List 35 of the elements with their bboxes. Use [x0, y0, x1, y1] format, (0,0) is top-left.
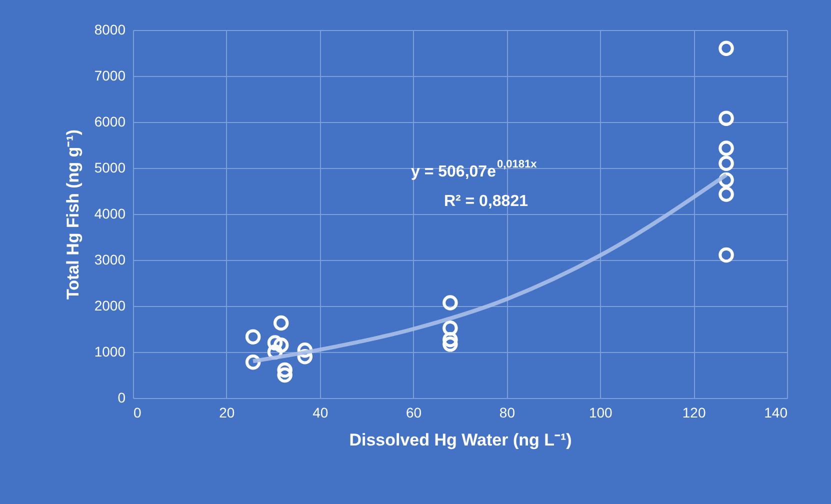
- x-tick-label: 140: [764, 404, 788, 420]
- point: [442, 295, 458, 310]
- x-tick-label: 100: [588, 404, 613, 420]
- y-tick-label: 0: [118, 390, 126, 406]
- point: [273, 315, 289, 331]
- x-tick-label: 80: [499, 404, 516, 420]
- y-tick-label: 2000: [94, 298, 126, 314]
- point: [718, 140, 734, 156]
- x-axis-title: Dissolved Hg Water (ng L⁻¹): [349, 430, 572, 450]
- y-tick-label: 3000: [94, 252, 126, 268]
- point: [442, 320, 458, 336]
- point: [718, 156, 734, 172]
- y-tick-label: 1000: [94, 344, 126, 360]
- point: [245, 354, 261, 370]
- point: [273, 337, 289, 353]
- point: [277, 367, 292, 383]
- point: [718, 247, 734, 263]
- point: [718, 40, 734, 56]
- point: [245, 329, 261, 344]
- y-tick-label: 4000: [94, 206, 126, 222]
- y-tick-label: 8000: [94, 22, 126, 38]
- y-tick-label: 5000: [94, 160, 126, 176]
- y-tick-label: 7000: [94, 68, 126, 84]
- point: [277, 362, 292, 378]
- point: [718, 186, 734, 202]
- annotation: R² = 0,8821: [444, 193, 528, 210]
- point: [718, 110, 734, 126]
- x-tick-label: 120: [682, 404, 706, 420]
- x-tick-label: 0: [134, 404, 142, 420]
- x-tick-label: 60: [406, 404, 422, 420]
- y-tick-label: 6000: [94, 114, 126, 130]
- x-tick-label: 20: [219, 404, 235, 420]
- point: [267, 335, 283, 350]
- y-axis-title: Total Hg Fish (ng g⁻¹): [63, 130, 82, 300]
- x-tick-label: 40: [312, 404, 328, 420]
